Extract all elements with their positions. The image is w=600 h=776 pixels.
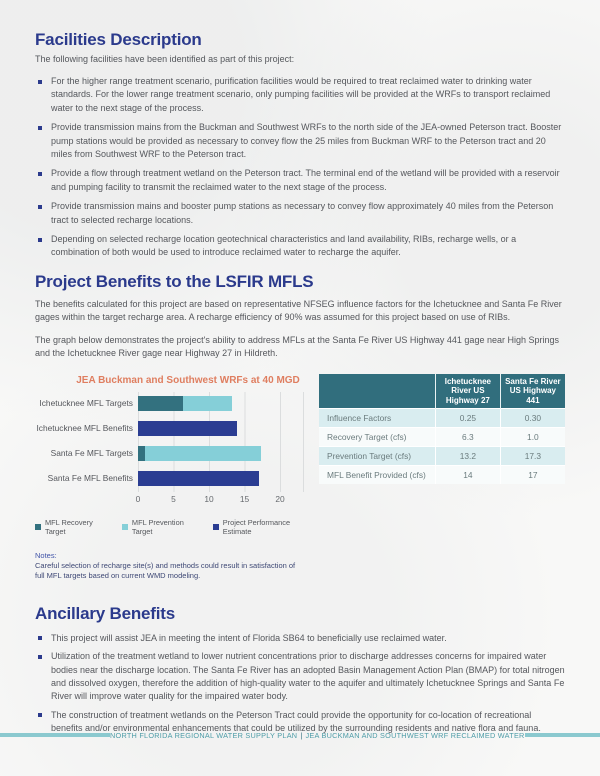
table-row-label: Recovery Target (cfs): [319, 427, 436, 447]
notes-line: Careful selection of recharge site(s) an…: [35, 560, 296, 570]
axis-tick-label: 10: [204, 493, 214, 504]
bullet-square-icon: [38, 171, 42, 176]
facilities-bullet-list: For the higher range treatment scenario,…: [35, 75, 565, 260]
legend-swatch-icon: [212, 523, 219, 530]
table-cell-value: 1.0: [499, 427, 565, 447]
benefits-title: Project Benefits to the LSFIR MFLS: [35, 271, 314, 291]
chart-legend: MFL Recovery Target MFL Prevention Target…: [35, 518, 315, 536]
mfl-benefits-table: Ichetucknee River US Highway 27 Santa Fe …: [319, 373, 565, 485]
table-cell-value: 14: [435, 465, 501, 485]
table-cell-value: 17.3: [499, 446, 565, 466]
table-cell-value: 17: [499, 465, 565, 485]
bullet-text: The construction of treatment wetlands o…: [51, 709, 541, 734]
bullet-item: The construction of treatment wetlands o…: [35, 709, 565, 736]
bullet-text: Depending on selected recharge location …: [51, 234, 517, 258]
legend-label: MFL Prevention Target: [131, 517, 184, 536]
section-facilities: Facilities Description The following fac…: [35, 30, 565, 260]
chart-bar-segment: [138, 420, 238, 436]
chart-bar-segment: [138, 395, 183, 411]
table-column-header: Santa Fe River US Highway 441: [499, 373, 565, 409]
notes-block: Notes: Careful selection of recharge sit…: [35, 551, 565, 581]
bullet-square-icon: [38, 204, 42, 209]
bullet-square-icon: [38, 713, 42, 718]
bullet-text: Provide transmission mains and booster p…: [51, 201, 554, 225]
chart-bar-segment: [138, 470, 259, 486]
table-row: Prevention Target (cfs) 13.2 17.3: [319, 446, 565, 466]
section-ancillary: Ancillary Benefits This project will ass…: [35, 604, 565, 736]
chart-category-label: Ichetucknee MFL Benefits: [36, 422, 133, 433]
footer-text: NORTH FLORIDA REGIONAL WATER SUPPLY PLAN…: [110, 731, 525, 740]
legend-item: Project Performance Estimate: [212, 517, 315, 536]
chart-title: JEA Buckman and Southwest WRFs at 40 MGD: [76, 374, 300, 386]
footer-project-name: JEA BUCKMAN AND SOUTHWEST WRF RECLAIMED …: [305, 730, 525, 740]
chart-bar-segment: [138, 445, 146, 461]
chart-plot-area: Ichetucknee MFL Targets Ichetucknee MFL B…: [35, 391, 315, 492]
legend-swatch-icon: [121, 523, 128, 530]
table-row: MFL Benefit Provided (cfs) 14 17: [319, 465, 565, 485]
chart-bar-segment: [145, 445, 261, 461]
chart-category-label: Ichetucknee MFL Targets: [39, 397, 133, 408]
bullet-item: Provide transmission mains from the Buck…: [35, 121, 565, 161]
table-row-label: Influence Factors: [319, 408, 436, 428]
page-footer: NORTH FLORIDA REGIONAL WATER SUPPLY PLAN…: [0, 729, 600, 741]
notes-line: full MFL targets based on current WMD mo…: [35, 570, 201, 580]
bullet-text: Utilization of the treatment wetland to …: [51, 651, 565, 702]
chart-and-table-row: JEA Buckman and Southwest WRFs at 40 MGD…: [35, 373, 565, 536]
table-cell-value: 6.3: [435, 427, 501, 447]
benefits-paragraph-1: The benefits calculated for this project…: [35, 298, 562, 323]
legend-label: MFL Recovery Target: [45, 517, 93, 536]
ancillary-title: Ancillary Benefits: [35, 603, 176, 623]
legend-item: MFL Prevention Target: [121, 517, 202, 536]
chart-category-label: Santa Fe MFL Benefits: [47, 472, 133, 483]
bullet-square-icon: [38, 125, 42, 130]
bullet-text: This project will assist JEA in meeting …: [51, 632, 447, 643]
bullet-text: Provide a flow through treatment wetland…: [51, 168, 560, 192]
bullet-item: Utilization of the treatment wetland to …: [35, 650, 565, 704]
page-content: Facilities Description The following fac…: [35, 30, 565, 736]
table-cell-value: 0.25: [435, 408, 501, 428]
chart-bar-segment: [182, 395, 232, 411]
bullet-square-icon: [38, 654, 42, 659]
table-column-header: Ichetucknee River US Highway 27: [435, 373, 501, 409]
bullet-item: This project will assist JEA in meeting …: [35, 632, 565, 645]
legend-label: Project Performance Estimate: [222, 517, 291, 536]
facilities-title: Facilities Description: [35, 30, 202, 49]
axis-tick-label: 5: [171, 493, 176, 504]
footer-rule-left: [0, 733, 110, 737]
facilities-intro: The following facilities have been ident…: [35, 54, 295, 64]
table-cell-value: 13.2: [435, 446, 501, 466]
bullet-square-icon: [38, 237, 42, 242]
footer-rule-right: [524, 733, 600, 737]
chart-category-label: Santa Fe MFL Targets: [50, 447, 133, 458]
bullet-square-icon: [38, 79, 42, 84]
table-row: Influence Factors 0.25 0.30: [319, 408, 565, 428]
notes-label: Notes:: [35, 550, 57, 560]
ancillary-bullet-list: This project will assist JEA in meeting …: [35, 632, 565, 736]
footer-plan-name: NORTH FLORIDA REGIONAL WATER SUPPLY PLAN: [110, 730, 298, 740]
legend-swatch-icon: [35, 523, 41, 530]
section-project-benefits: Project Benefits to the LSFIR MFLS The b…: [35, 272, 565, 361]
bullet-square-icon: [38, 636, 42, 641]
bullet-item: For the higher range treatment scenario,…: [35, 75, 565, 115]
bullet-text: Provide transmission mains from the Buck…: [51, 122, 562, 160]
bullet-item: Provide transmission mains and booster p…: [35, 200, 565, 227]
table-corner-cell: [319, 373, 436, 409]
benefits-paragraph-2: The graph below demonstrates the project…: [35, 335, 559, 359]
table-row-label: MFL Benefit Provided (cfs): [319, 465, 436, 485]
axis-tick-label: 15: [239, 493, 250, 504]
table-cell-value: 0.30: [499, 408, 565, 428]
table-row-label: Prevention Target (cfs): [319, 446, 436, 466]
table-row: Recovery Target (cfs) 6.3 1.0: [319, 427, 565, 447]
mfl-bar-chart: JEA Buckman and Southwest WRFs at 40 MGD…: [35, 374, 315, 536]
bullet-item: Depending on selected recharge location …: [35, 233, 565, 260]
axis-tick-label: 20: [275, 493, 285, 504]
bullet-text: For the higher range treatment scenario,…: [51, 76, 551, 113]
bullet-item: Provide a flow through treatment wetland…: [35, 167, 565, 194]
legend-item: MFL Recovery Target: [35, 518, 111, 536]
axis-tick-label: 0: [135, 493, 141, 504]
footer-divider: |: [300, 730, 303, 740]
chart-x-axis: 0 5 10 15 20: [35, 494, 315, 507]
